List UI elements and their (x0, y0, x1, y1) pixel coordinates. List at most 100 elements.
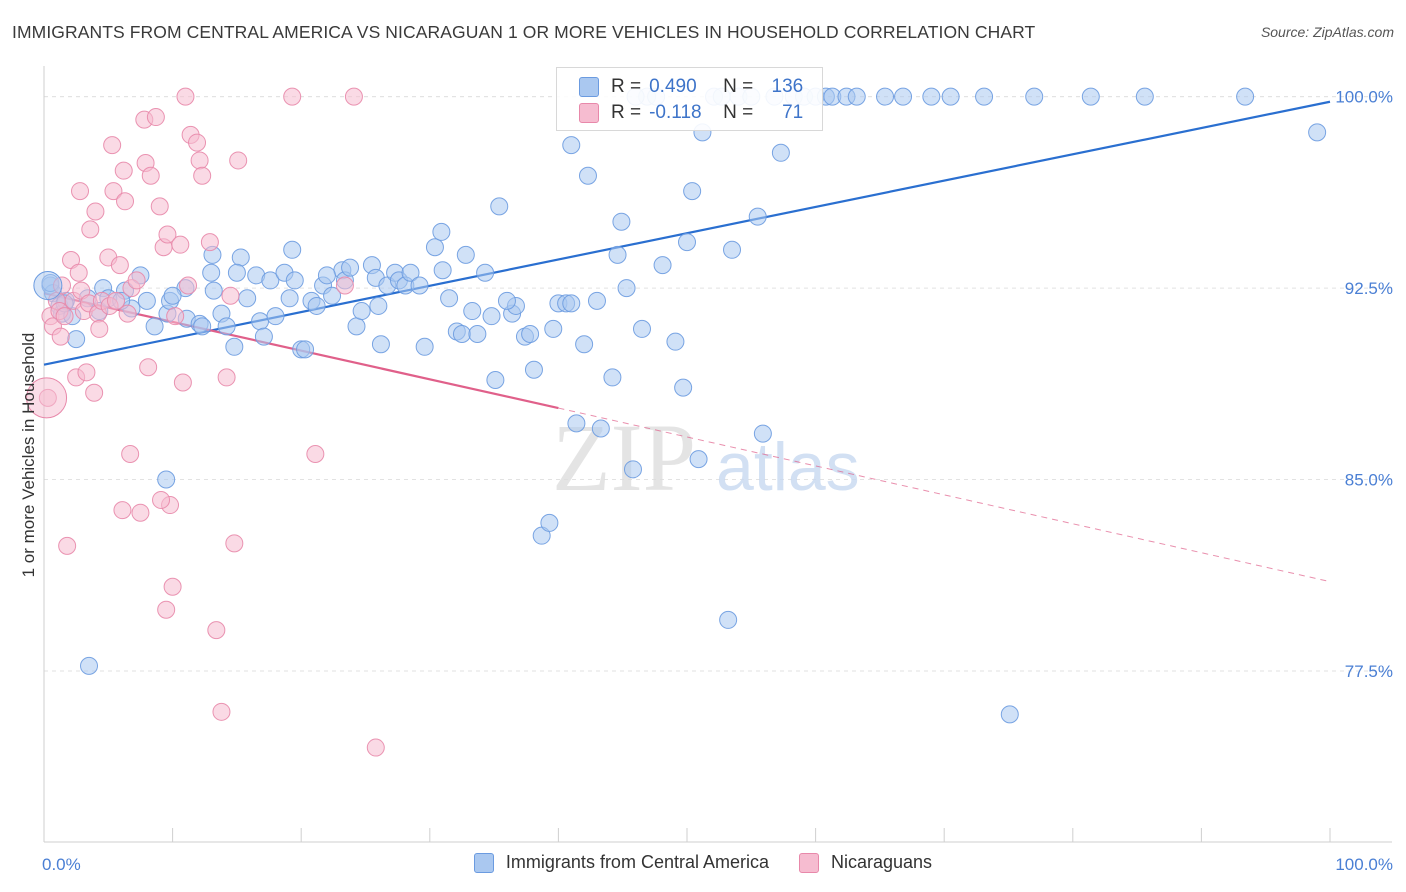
point-central-america (524, 360, 543, 379)
point-nicaraguan (150, 197, 169, 216)
point-nicaraguan (51, 327, 70, 346)
point-nicaraguan (139, 358, 158, 377)
point-central-america (748, 207, 767, 226)
point-nicaraguan (166, 307, 185, 326)
x-tick-label: 0.0% (42, 855, 81, 874)
point-central-america (452, 325, 471, 344)
point-central-america (238, 289, 257, 308)
legend-item-central-america[interactable]: Immigrants from Central America (473, 852, 769, 873)
point-nicaraguan (131, 503, 150, 522)
point-central-america (456, 245, 475, 264)
point-nicaraguan (146, 108, 165, 127)
point-nicaraguan (90, 319, 109, 338)
point-central-america (587, 291, 606, 310)
point-nicaraguan (85, 383, 104, 402)
point-nicaraguan (127, 271, 146, 290)
point-central-america (1236, 87, 1255, 106)
point-central-america (689, 450, 708, 469)
point-nicaraguan (121, 445, 140, 463)
point-nicaraguan (335, 276, 354, 295)
tick-labels: 100.0% 92.5% 85.0% 77.5% 0.0% 100.0% (42, 88, 1393, 874)
y-tick-label: 92.5% (1345, 279, 1393, 298)
legend-row-central-america: R = 0.490 N = 136 (579, 74, 803, 100)
point-nicaraguan (163, 577, 182, 596)
point-central-america (157, 470, 176, 489)
point-nicaraguan (86, 202, 105, 221)
point-nicaraguan (141, 166, 160, 185)
point-central-america (352, 302, 371, 321)
source-label: Source: ZipAtlas.com (1260, 24, 1394, 40)
point-central-america (296, 340, 315, 359)
legend-swatch-pink (799, 852, 819, 873)
point-nicaraguan (158, 225, 177, 244)
point-central-america (562, 294, 581, 313)
stats-legend: R = 0.490 N = 136 R = -0.118 N = 71 (556, 67, 823, 131)
point-central-america (225, 337, 244, 356)
point-central-america (490, 197, 509, 216)
point-central-america (567, 414, 586, 433)
point-central-america (33, 271, 63, 301)
series-legend: Immigrants from Central America Nicaragu… (0, 852, 1406, 873)
point-central-america (497, 291, 516, 310)
point-central-america (1135, 87, 1154, 106)
axes (43, 66, 1392, 843)
point-nicaraguan (212, 702, 231, 721)
point-nicaraguan (104, 182, 123, 201)
point-central-america (433, 261, 452, 280)
point-central-america (975, 87, 994, 106)
point-central-america (591, 419, 610, 438)
point-nicaraguan (107, 291, 126, 310)
point-nicaraguan (176, 87, 195, 106)
legend-swatch-pink (579, 103, 599, 123)
point-nicaraguan (69, 263, 88, 282)
point-nicaraguan (193, 166, 212, 185)
point-central-america (612, 212, 631, 231)
point-central-america (678, 233, 696, 252)
gridlines (44, 96, 1392, 672)
r-value: -0.118 (649, 102, 702, 123)
point-nicaraguan (225, 534, 244, 553)
point-nicaraguan (283, 87, 302, 106)
n-value: 71 (782, 102, 804, 123)
point-nicaraguan (71, 182, 90, 201)
point-central-america (922, 87, 941, 106)
point-central-america (608, 245, 627, 264)
point-central-america (562, 136, 581, 155)
point-central-america (771, 143, 790, 162)
point-nicaraguan (200, 233, 219, 252)
point-central-america (67, 330, 86, 349)
point-central-america (617, 279, 636, 298)
x-tick-label: 100.0% (1335, 855, 1393, 874)
point-central-america (468, 325, 487, 344)
point-central-america (575, 335, 594, 354)
n-label: N = (723, 76, 754, 97)
point-central-america (254, 327, 273, 346)
point-central-america (440, 289, 459, 308)
point-central-america (80, 656, 99, 675)
point-central-america (623, 460, 642, 479)
point-central-america (544, 319, 563, 338)
point-central-america (463, 302, 482, 321)
point-central-america (941, 87, 960, 106)
point-central-america (204, 281, 223, 300)
point-nicaraguan (221, 286, 240, 305)
point-central-america (723, 240, 742, 259)
legend-label: Nicaraguans (831, 852, 933, 872)
legend-label: Immigrants from Central America (505, 852, 769, 872)
point-nicaraguan (152, 490, 171, 509)
point-nicaraguan (113, 501, 132, 520)
point-central-america (410, 276, 429, 295)
point-nicaraguan (188, 133, 207, 152)
legend-item-nicaraguans[interactable]: Nicaraguans (799, 852, 932, 873)
point-nicaraguan (157, 600, 176, 619)
point-central-america (285, 271, 304, 290)
point-central-america (894, 87, 913, 106)
r-value: 0.490 (649, 76, 697, 97)
point-nicaraguan (171, 235, 190, 254)
point-nicaraguan (26, 377, 68, 419)
point-nicaraguan (116, 192, 135, 211)
legend-swatch-blue (473, 852, 494, 873)
point-central-america (753, 424, 772, 443)
point-central-america (521, 325, 540, 344)
